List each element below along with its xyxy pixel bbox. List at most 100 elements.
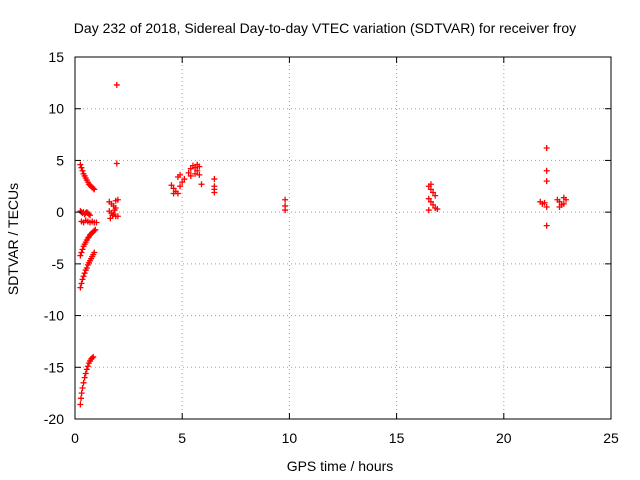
data-point bbox=[78, 164, 85, 171]
x-tick-label: 20 bbox=[496, 430, 512, 446]
data-point bbox=[78, 390, 85, 397]
data-point bbox=[91, 249, 98, 256]
y-tick-label: -5 bbox=[52, 256, 65, 272]
data-point bbox=[84, 363, 91, 370]
data-point bbox=[93, 219, 100, 226]
data-point bbox=[83, 264, 90, 271]
x-tick-label: 15 bbox=[389, 430, 405, 446]
data-point bbox=[81, 374, 88, 381]
data-point bbox=[114, 196, 121, 203]
data-point bbox=[427, 181, 434, 188]
data-point bbox=[282, 196, 289, 203]
data-point bbox=[179, 179, 186, 186]
data-point bbox=[425, 195, 432, 202]
data-point bbox=[78, 249, 85, 256]
data-point bbox=[543, 178, 550, 185]
grid-lines bbox=[75, 57, 611, 419]
data-point bbox=[91, 186, 98, 193]
data-point bbox=[543, 145, 550, 152]
data-point bbox=[77, 161, 84, 168]
data-point bbox=[434, 206, 441, 213]
data-point bbox=[560, 200, 567, 207]
data-point bbox=[543, 222, 550, 229]
data-point bbox=[78, 280, 85, 287]
data-point bbox=[113, 160, 120, 167]
data-point bbox=[543, 203, 550, 210]
data-point bbox=[211, 176, 218, 183]
x-tick-label: 25 bbox=[603, 430, 619, 446]
data-point bbox=[107, 215, 114, 222]
y-tick-label: -15 bbox=[44, 359, 64, 375]
y-tick-label: 5 bbox=[56, 152, 64, 168]
data-point bbox=[77, 284, 84, 291]
data-point bbox=[541, 199, 548, 206]
data-point bbox=[192, 170, 199, 177]
data-point bbox=[170, 190, 177, 197]
data-series bbox=[77, 81, 569, 408]
data-point bbox=[185, 169, 192, 176]
data-point bbox=[427, 198, 434, 205]
data-point bbox=[198, 181, 205, 188]
data-point bbox=[83, 366, 90, 373]
x-tick-label: 0 bbox=[71, 430, 79, 446]
data-point bbox=[543, 167, 550, 174]
data-point bbox=[168, 182, 175, 189]
axis-ticks: 0 5 10 15 20 25 -20 -15 -10 -5 0 5 10 15 bbox=[44, 49, 619, 446]
data-point bbox=[79, 384, 86, 391]
data-point bbox=[177, 171, 184, 178]
data-point bbox=[90, 185, 97, 192]
x-tick-label: 10 bbox=[282, 430, 298, 446]
data-point bbox=[113, 81, 120, 88]
data-point bbox=[187, 172, 194, 179]
data-point bbox=[80, 379, 87, 386]
data-point bbox=[187, 165, 194, 172]
data-point bbox=[92, 226, 99, 233]
data-point bbox=[562, 196, 569, 203]
data-point bbox=[111, 207, 118, 214]
data-point bbox=[77, 401, 84, 408]
data-point bbox=[196, 163, 203, 170]
data-point bbox=[84, 235, 91, 241]
data-point bbox=[425, 207, 432, 214]
data-point bbox=[194, 167, 201, 174]
data-point bbox=[556, 198, 563, 205]
data-point bbox=[177, 183, 184, 190]
data-point bbox=[427, 186, 434, 193]
data-point bbox=[89, 354, 96, 361]
x-axis-label: GPS time / hours bbox=[287, 458, 394, 474]
data-point bbox=[430, 201, 437, 208]
data-point bbox=[432, 192, 439, 199]
data-point bbox=[114, 213, 121, 220]
data-point bbox=[81, 270, 88, 277]
y-tick-label: 15 bbox=[48, 49, 64, 65]
y-tick-label: -10 bbox=[44, 308, 64, 324]
data-point bbox=[181, 176, 188, 183]
data-point bbox=[282, 207, 289, 214]
y-axis-label: SDTVAR / TECUs bbox=[5, 183, 21, 295]
y-tick-label: 0 bbox=[56, 204, 64, 220]
data-point bbox=[90, 353, 97, 360]
data-point bbox=[77, 252, 84, 259]
data-point bbox=[192, 164, 199, 171]
data-point bbox=[80, 273, 87, 280]
data-point bbox=[170, 185, 177, 192]
series-sdtvar bbox=[77, 81, 569, 408]
data-point bbox=[82, 370, 89, 377]
data-point bbox=[79, 276, 86, 283]
x-tick-label: 5 bbox=[178, 430, 186, 446]
y-tick-label: -20 bbox=[44, 411, 64, 427]
y-tick-label: 10 bbox=[48, 101, 64, 117]
data-point bbox=[79, 167, 86, 174]
data-point bbox=[91, 227, 98, 234]
data-point bbox=[211, 189, 218, 196]
plot-frame bbox=[74, 56, 612, 420]
data-point bbox=[556, 203, 563, 210]
data-point bbox=[430, 189, 437, 196]
chart-title: Day 232 of 2018, Sidereal Day-to-day VTE… bbox=[74, 20, 576, 36]
data-point bbox=[87, 212, 94, 219]
data-point bbox=[79, 246, 86, 253]
data-point bbox=[196, 171, 203, 178]
data-point bbox=[78, 395, 85, 402]
data-point bbox=[85, 211, 92, 218]
